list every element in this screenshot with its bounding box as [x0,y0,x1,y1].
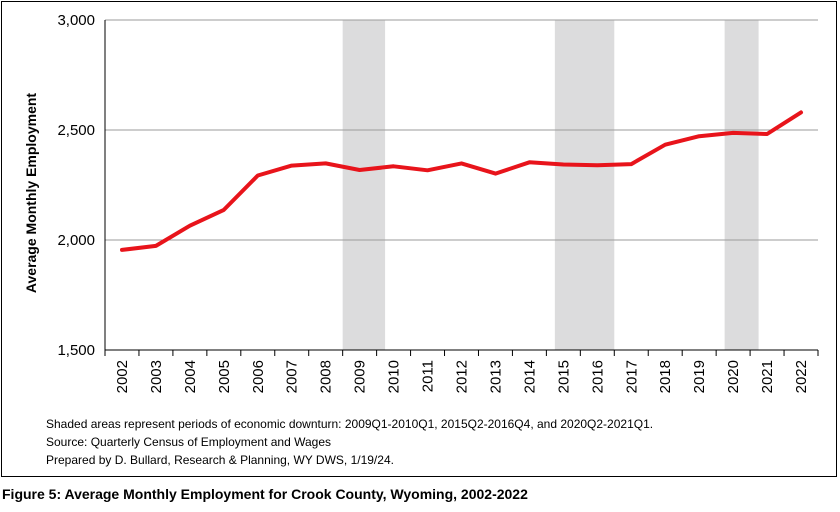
data-point [663,143,667,147]
series-lines [120,110,803,252]
y-tick-labels: 1,500 2,000 2,500 3,000 [57,12,95,359]
data-point [561,163,565,167]
data-point [493,172,497,176]
x-tick-label: 2012 [454,360,471,393]
x-tick-label: 2006 [250,360,267,393]
data-point [392,164,396,168]
y-tick-label: 2,500 [57,122,95,139]
x-tick-label: 2017 [623,360,640,393]
x-tick-label: 2016 [589,360,606,393]
axes [104,20,819,356]
data-point [697,134,701,138]
data-point [731,131,735,135]
data-point [188,224,192,228]
chart-notes: Shaded areas represent periods of econom… [46,415,653,469]
note-source: Source: Quarterly Census of Employment a… [46,435,332,449]
x-tick-label: 2022 [793,360,810,393]
gridlines [105,19,818,241]
x-tick-label: 2015 [555,360,572,393]
data-point [426,168,430,172]
data-point [256,174,260,178]
x-tick-label: 2002 [114,360,131,393]
figure-caption: Figure 5: Average Monthly Employment for… [2,486,528,502]
y-tick-label: 2,000 [57,232,95,249]
data-point [595,163,599,167]
y-tick-label: 1,500 [57,342,95,359]
x-tick-label: 2019 [691,360,708,393]
downturn-band-2 [554,20,615,350]
x-tick-label: 2020 [725,360,742,393]
data-point [358,168,362,172]
downturn-band-1 [342,20,386,350]
x-tick-label: 2009 [352,360,369,393]
x-tick-label: 2010 [386,360,403,393]
data-point [324,161,328,165]
x-tick-label: 2005 [216,360,233,393]
x-tick-label: 2007 [284,360,301,393]
data-point [460,161,463,165]
y-tick-label: 3,000 [57,12,95,29]
data-point [290,164,294,168]
x-tick-label: 2008 [318,360,335,393]
data-point [765,132,769,136]
data-point [120,248,124,252]
x-tick-label: 2013 [487,360,504,393]
data-point [799,110,803,114]
downturn-shading [342,20,759,350]
y-axis-label: Average Monthly Employment [23,93,39,294]
data-point [629,162,633,166]
x-tick-label: 2004 [182,360,199,393]
note-shading: Shaded areas represent periods of econom… [46,417,654,431]
x-tick-label: 2011 [420,360,437,392]
data-point [222,208,226,212]
figure-frame [1,1,837,477]
x-tick-label: 2018 [657,360,674,393]
data-point [154,244,158,248]
x-tick-label: 2014 [521,360,538,393]
series-line-1 [120,110,803,252]
downturn-band-3 [724,20,759,350]
note-prepared-by: Prepared by D. Bullard, Research & Plann… [46,453,394,467]
x-tick-label: 2021 [759,360,776,393]
data-point [527,160,531,164]
x-tick-labels: 2002 2003 2004 2005 2006 2007 2008 2009 2010 2011… [114,360,810,393]
x-tick-label: 2003 [148,360,165,393]
